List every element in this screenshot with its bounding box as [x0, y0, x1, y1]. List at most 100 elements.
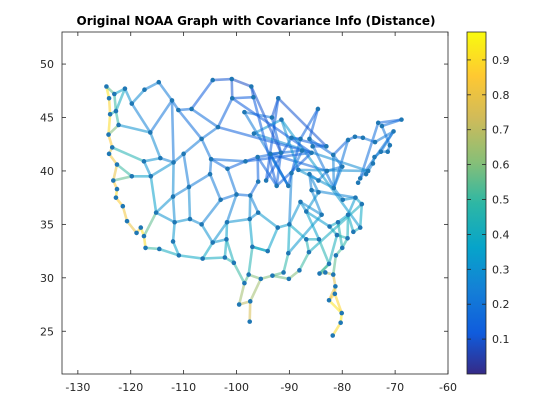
- station-node: [352, 134, 358, 140]
- graph-edge: [200, 198, 222, 226]
- station-node: [319, 212, 324, 218]
- graph-edge: [275, 151, 313, 188]
- station-node: [331, 185, 337, 191]
- station-node: [124, 218, 130, 224]
- graph-edge: [159, 156, 175, 164]
- graph-edge: [142, 156, 162, 163]
- x-tick-label: -70: [386, 381, 404, 394]
- graph-edge: [200, 137, 213, 161]
- x-tick-label: -120: [118, 381, 143, 394]
- x-tick-label: -110: [171, 381, 196, 394]
- graph-edge: [114, 87, 127, 113]
- colorbar-tick-label: 0.5: [492, 194, 510, 207]
- graph-edge: [200, 125, 220, 141]
- station-node: [247, 216, 253, 222]
- station-node: [287, 222, 292, 227]
- graph-edge: [201, 256, 227, 260]
- station-node: [110, 178, 116, 183]
- graph-edge: [219, 193, 238, 202]
- graph-edge: [114, 109, 120, 127]
- graph-edge: [171, 161, 175, 198]
- station-node: [189, 106, 194, 112]
- graph-edge: [317, 238, 331, 266]
- graph-edge: [248, 194, 252, 221]
- station-node: [224, 219, 230, 225]
- station-node: [156, 79, 162, 85]
- graph-edge: [208, 157, 213, 176]
- station-node: [316, 178, 321, 183]
- station-node: [324, 168, 330, 174]
- station-node: [316, 237, 322, 242]
- station-node: [275, 225, 281, 230]
- graph-edge: [187, 172, 212, 189]
- graph-edge: [252, 95, 278, 188]
- y-axis-ticks: 25 30 35 40 45 50: [40, 58, 448, 338]
- colorbar-ticks: 0.1 0.2 0.3 0.4 0.5 0.6 0.7 0.8 0.9: [467, 54, 510, 346]
- station-node: [114, 186, 120, 192]
- graph-edge: [276, 96, 328, 148]
- graph-edge: [226, 167, 238, 196]
- station-node: [353, 195, 358, 200]
- station-node: [323, 270, 328, 275]
- graph-edge: [275, 151, 283, 188]
- graph-edge: [187, 185, 192, 221]
- graph-edge: [209, 157, 247, 163]
- station-node: [363, 171, 369, 177]
- station-node: [129, 101, 135, 106]
- station-node: [298, 199, 303, 205]
- station-node: [303, 237, 309, 242]
- station-node: [258, 276, 264, 282]
- station-node: [181, 151, 186, 157]
- graph-edge: [107, 112, 112, 136]
- graph-edge: [173, 217, 192, 224]
- station-node: [274, 183, 279, 189]
- station-node: [250, 244, 255, 250]
- colorbar-tick-label: 0.3: [492, 263, 510, 276]
- graph-edge: [251, 245, 269, 253]
- station-node: [278, 150, 284, 156]
- graph-edge: [216, 125, 313, 155]
- station-node: [339, 310, 345, 316]
- graph-edge: [266, 226, 280, 253]
- graph-edge: [248, 194, 260, 214]
- station-node: [143, 245, 148, 251]
- station-node: [340, 197, 346, 203]
- graph-edge: [249, 85, 283, 155]
- graph-edge: [170, 99, 175, 164]
- station-node: [251, 94, 256, 100]
- chart-title: Original NOAA Graph with Covariance Info…: [77, 14, 436, 28]
- station-node: [247, 299, 253, 304]
- graph-edge: [287, 223, 291, 255]
- colorbar-tick-label: 0.6: [492, 159, 510, 172]
- station-node: [229, 76, 235, 82]
- graph-edge: [177, 108, 203, 141]
- graph-edge: [252, 118, 283, 135]
- y-tick-label: 25: [40, 325, 54, 338]
- graph-edge: [171, 220, 176, 243]
- graph-edge: [247, 245, 254, 276]
- station-node: [333, 284, 338, 289]
- graph-edge: [226, 160, 247, 171]
- graph-edge: [358, 202, 364, 229]
- station-node: [172, 219, 177, 225]
- graph-edge: [110, 146, 146, 163]
- station-node: [222, 255, 228, 260]
- graph-edge: [201, 241, 214, 260]
- station-node: [134, 230, 139, 236]
- station-node: [199, 222, 204, 227]
- station-node: [297, 268, 302, 273]
- graph-edge: [225, 220, 229, 241]
- graph-edge: [248, 300, 252, 323]
- x-tick-label: -80: [333, 381, 351, 394]
- colorbar: [466, 31, 487, 375]
- station-node: [370, 161, 376, 166]
- station-node: [310, 144, 315, 149]
- graph-edge: [154, 195, 175, 214]
- graph-edge: [121, 204, 129, 223]
- station-node: [330, 333, 336, 338]
- station-node: [112, 91, 117, 97]
- station-node: [247, 193, 253, 198]
- graph-edge: [256, 155, 278, 188]
- station-node: [176, 107, 181, 113]
